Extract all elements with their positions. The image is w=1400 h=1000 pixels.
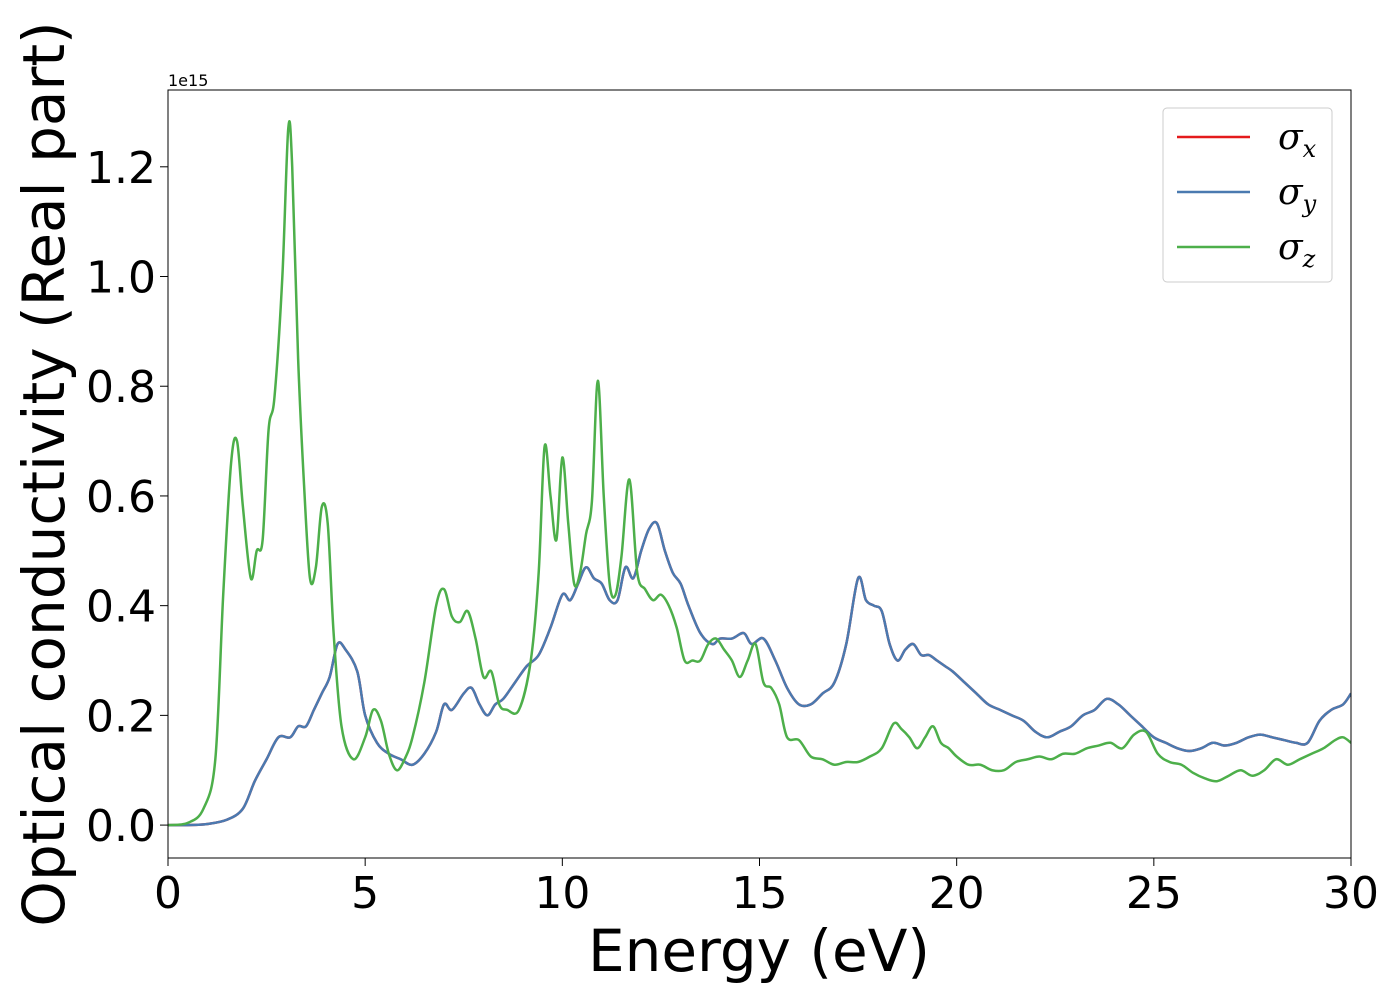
- y-tick-label: 0.6: [86, 472, 156, 523]
- y-tick-label: 0.8: [86, 362, 156, 413]
- plot-lines: [168, 120, 1351, 827]
- series-line-z: [168, 120, 1351, 827]
- y-tick-label: 0.4: [86, 582, 156, 633]
- x-tick-label: 25: [1126, 868, 1182, 919]
- y-tick-label: 1.0: [86, 253, 156, 304]
- y-axis-offset-label: 1e15: [168, 71, 208, 90]
- x-axis-label: Energy (eV): [588, 917, 930, 985]
- x-tick-label: 30: [1323, 868, 1379, 919]
- x-axis-ticks: 0 5 10 15 20 25 30: [154, 858, 1379, 919]
- y-tick-label: 1.2: [86, 143, 156, 194]
- x-tick-label: 5: [351, 868, 379, 919]
- legend-box: [1162, 107, 1333, 283]
- x-tick-label: 20: [929, 868, 985, 919]
- x-tick-label: 10: [534, 868, 590, 919]
- y-axis-ticks: 0.0 0.2 0.4 0.6 0.8 1.0 1.2: [86, 143, 168, 852]
- x-tick-label: 0: [154, 868, 182, 919]
- x-tick-label: 15: [732, 868, 788, 919]
- y-axis-label: Optical conductivity (Real part): [10, 21, 78, 926]
- y-tick-label: 0.2: [86, 691, 156, 742]
- y-tick-label: 0.0: [86, 801, 156, 852]
